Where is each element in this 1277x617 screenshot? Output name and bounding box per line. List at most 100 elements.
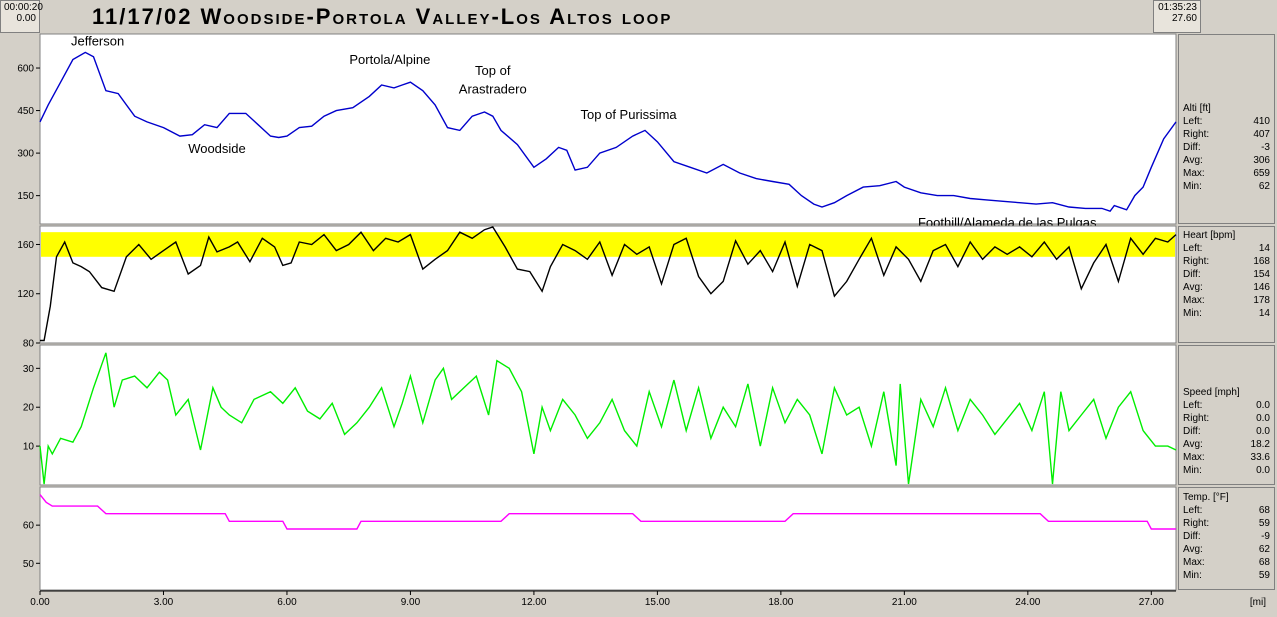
stats-label: Temp. [°F]	[1183, 492, 1229, 503]
stats-row: Left: 68	[1183, 505, 1270, 518]
stats-key: Left:	[1183, 243, 1203, 254]
stats-value: -3	[1261, 142, 1270, 153]
stats-key: Min:	[1183, 570, 1202, 581]
stats-key: Right:	[1183, 129, 1210, 140]
panel-alti: 150 300 450 600 Jefferson Woodside Portola/Alp…	[17, 33, 1177, 230]
stats-value: 306	[1253, 155, 1270, 166]
stats-row: Max: 659	[1183, 168, 1270, 181]
y-tick-label-alti: 450	[17, 106, 34, 117]
stats-value: -9	[1261, 531, 1270, 542]
y-tick-label-heart: 120	[17, 289, 34, 300]
series-line-heart	[40, 226, 1177, 342]
x-tick-label: 21.00	[892, 597, 917, 608]
stats-row: Right: 59	[1183, 518, 1270, 531]
x-axis-unit: [mi]	[1250, 597, 1266, 608]
x-tick-label: 12.00	[521, 597, 546, 608]
panel-temp: 50 60	[23, 486, 1177, 591]
stats-row: Min: 0.0	[1183, 465, 1270, 478]
stats-value: 33.6	[1250, 452, 1270, 463]
stats-row: Diff: -3	[1183, 142, 1270, 155]
stats-key: Min:	[1183, 181, 1202, 192]
stats-value: 68	[1258, 557, 1270, 568]
series-line-temp	[39, 494, 1176, 530]
stats-key: Max:	[1183, 452, 1205, 463]
stats-row: Left: 14	[1183, 243, 1270, 256]
stats-value: 0.0	[1256, 465, 1270, 476]
stats-panel-temp: Temp. [°F] Left: 68 Right: 59 Diff: -9 Avg: 62 Ma…	[1178, 487, 1275, 590]
stats-value: 14	[1258, 308, 1270, 319]
stats-key: Avg:	[1183, 439, 1203, 450]
stats-key: Diff:	[1183, 531, 1201, 542]
x-tick-label: 24.00	[1015, 597, 1040, 608]
stats-row: Max: 178	[1183, 295, 1270, 308]
stats-row: Left: 0.0	[1183, 400, 1270, 413]
heart-zone-band	[41, 232, 1175, 257]
stats-label: Speed [mph]	[1183, 387, 1240, 398]
stats-row: Avg: 306	[1183, 155, 1270, 168]
panel-heart: 80 120 160	[17, 225, 1177, 350]
stats-key: Max:	[1183, 295, 1205, 306]
y-tick-label-temp: 50	[23, 559, 35, 570]
y-tick-label-heart: 160	[17, 240, 34, 251]
stats-key: Avg:	[1183, 544, 1203, 555]
right-distance: 27.60	[1171, 13, 1197, 24]
stats-value: 659	[1253, 168, 1270, 179]
x-tick-label: 15.00	[645, 597, 670, 608]
stats-key: Avg:	[1183, 282, 1203, 293]
stats-value: 407	[1253, 129, 1270, 140]
annotation-label: Arastradero	[459, 82, 527, 97]
plot-area-speed	[39, 344, 1177, 486]
stats-panel-alti: Alti [ft] Left: 410 Right: 407 Diff: -3 Avg: 306…	[1178, 34, 1275, 224]
stats-value: 178	[1253, 295, 1270, 306]
stats-value: 0.0	[1256, 413, 1270, 424]
plot-area-alti	[39, 33, 1177, 225]
right-cursor-readout: 01:35:23 27.60	[1153, 0, 1201, 33]
stats-row: Right: 407	[1183, 129, 1270, 142]
x-tick-label: 9.00	[401, 597, 421, 608]
series-line-speed	[39, 352, 1177, 485]
y-tick-label-alti: 300	[17, 149, 34, 160]
stats-row: Right: 168	[1183, 256, 1270, 269]
stats-value: 0.0	[1256, 426, 1270, 437]
stats-row: Avg: 18.2	[1183, 439, 1270, 452]
y-tick-label-alti: 150	[17, 191, 34, 202]
left-time: 00:00:20	[4, 2, 43, 13]
annotation-label: Jefferson	[71, 33, 124, 48]
stats-panel-heart: Heart [bpm] Left: 14 Right: 168 Diff: 154 Avg: 1…	[1178, 226, 1275, 343]
annotation-label: Woodside	[188, 141, 246, 156]
panel-speed: 10 20 30	[23, 344, 1177, 486]
stats-label: Heart [bpm]	[1183, 230, 1236, 241]
plot-area-temp	[39, 486, 1177, 591]
stats-row: Max: 68	[1183, 557, 1270, 570]
stats-row: Min: 59	[1183, 570, 1270, 583]
stats-value: 18.2	[1250, 439, 1270, 450]
stats-key: Diff:	[1183, 142, 1201, 153]
stats-key: Diff:	[1183, 269, 1201, 280]
stats-row: Diff: 154	[1183, 269, 1270, 282]
stats-value: 0.0	[1256, 400, 1270, 411]
stats-row: Diff: 0.0	[1183, 426, 1270, 439]
stats-key: Avg:	[1183, 155, 1203, 166]
stats-key: Right:	[1183, 518, 1210, 529]
stats-row: Left: 410	[1183, 116, 1270, 129]
stats-row: Max: 33.6	[1183, 452, 1270, 465]
y-tick-label-alti: 600	[17, 64, 34, 75]
right-time: 01:35:23	[1158, 2, 1197, 13]
left-cursor-readout: 00:00:20 0.00	[0, 0, 43, 33]
x-axis: 0.00 3.00 6.00 9.00 12.00 15.00 18.00 21.00 24.0…	[30, 590, 1266, 608]
stats-row: Min: 62	[1183, 181, 1270, 194]
y-tick-label-speed: 10	[23, 442, 35, 453]
stats-key: Min:	[1183, 308, 1202, 319]
stats-value: 62	[1258, 544, 1270, 555]
stats-key: Max:	[1183, 168, 1205, 179]
stats-panel-speed: Speed [mph] Left: 0.0 Right: 0.0 Diff: 0.0 Avg:…	[1178, 345, 1275, 485]
stats-row: Avg: 62	[1183, 544, 1270, 557]
stats-value: 154	[1253, 269, 1270, 280]
stats-value: 59	[1258, 570, 1270, 581]
stats-label: Alti [ft]	[1183, 103, 1211, 114]
stats-key: Left:	[1183, 505, 1203, 516]
x-tick-label: 18.00	[768, 597, 793, 608]
annotation-label: Top of	[475, 63, 511, 78]
chart-title: 11/17/02 Woodside-Portola Valley-Los Alt…	[92, 3, 673, 29]
